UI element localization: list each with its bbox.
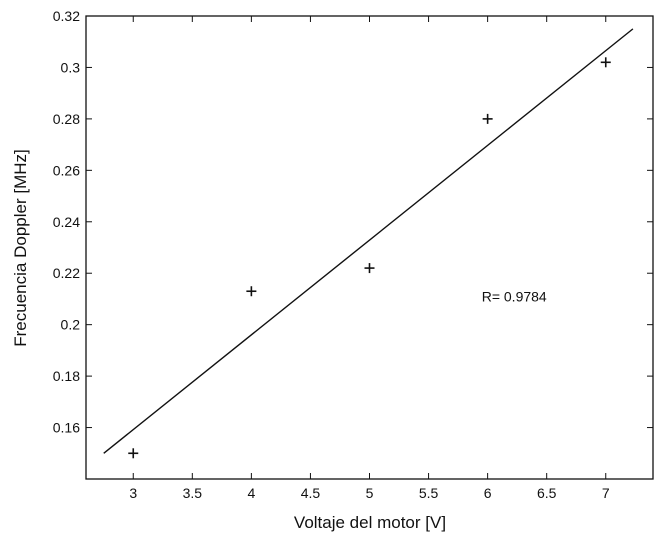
y-tick-label: 0.28	[53, 111, 80, 127]
y-tick-label: 0.16	[53, 420, 80, 436]
y-axis-label: Frecuencia Doppler [MHz]	[11, 149, 30, 346]
fit-line	[103, 28, 634, 454]
x-axis-label: Voltaje del motor [V]	[294, 513, 446, 532]
x-tick-label: 4	[247, 485, 255, 501]
x-tick-label: 5	[366, 485, 374, 501]
y-tick-label: 0.24	[53, 214, 80, 230]
y-tick-label: 0.26	[53, 162, 80, 178]
x-tick-label: 4.5	[301, 485, 321, 501]
data-point	[246, 286, 257, 297]
x-tick-label: 6	[484, 485, 492, 501]
y-tick-label: 0.3	[61, 59, 81, 75]
y-axis-ticks: 0.16 0.18 0.2 0.22 0.24 0.26 0.28 0.3 0.32	[53, 8, 653, 436]
data-point	[482, 113, 493, 124]
data-point	[128, 448, 139, 459]
y-tick-label: 0.22	[53, 265, 80, 281]
x-tick-label: 3.5	[183, 485, 203, 501]
data-points	[128, 57, 611, 459]
y-tick-label: 0.18	[53, 368, 80, 384]
x-tick-label: 6.5	[537, 485, 557, 501]
data-point	[600, 57, 611, 68]
fit-line-group	[103, 28, 634, 454]
x-axis-ticks: 3 3.5 4 4.5 5 5.5 6 6.5 7	[129, 16, 610, 501]
y-tick-label: 0.32	[53, 8, 80, 24]
plot-area	[85, 15, 654, 480]
y-tick-label: 0.2	[61, 317, 81, 333]
r-value-annotation: R= 0.9784	[482, 289, 547, 305]
data-point	[364, 263, 375, 274]
x-tick-label: 5.5	[419, 485, 439, 501]
x-tick-label: 3	[129, 485, 137, 501]
x-tick-label: 7	[602, 485, 610, 501]
